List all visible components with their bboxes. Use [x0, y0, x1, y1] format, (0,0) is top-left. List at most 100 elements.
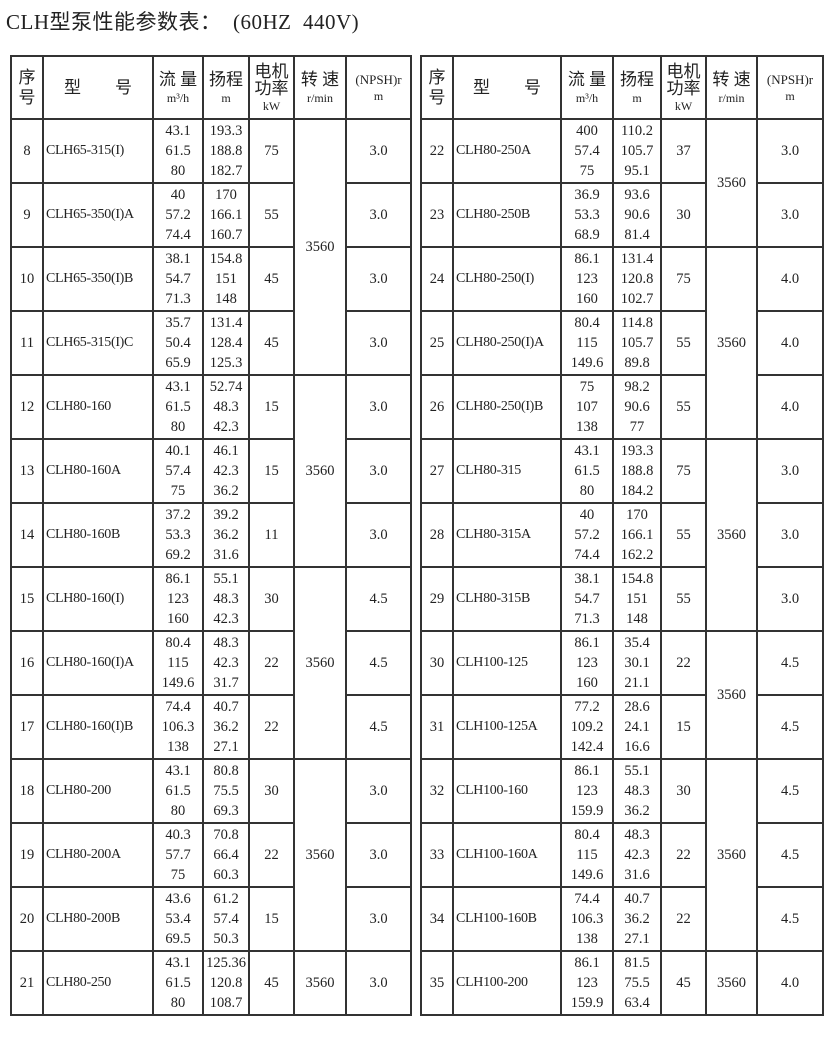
head-value: 90.6 [624, 399, 650, 415]
flow-value: 149.6 [570, 355, 604, 371]
flow-value: 35.7 [165, 315, 191, 331]
header-no-label: 序号 [18, 67, 36, 107]
table-row: 35 CLH100-200 86.1 123 159.9 81.5 75.5 63.4 45 35… [420, 950, 824, 1016]
flow-value: 43.1 [165, 763, 191, 779]
header-flow: 流 量 m³/h [152, 55, 204, 120]
flow-value: 40.3 [165, 827, 191, 843]
flow-value: 40 [579, 507, 595, 523]
flow-value: 80.4 [165, 635, 191, 651]
model-name: CLH80-250 [42, 950, 154, 1016]
head-value: 36.2 [624, 803, 650, 819]
model-name: CLH80-315A [452, 502, 562, 568]
table-row: 30 CLH100-125 86.1 123 160 35.4 30.1 21.1 22 3560… [420, 630, 824, 760]
flow-value: 43.1 [574, 443, 600, 459]
flow-value: 149.6 [161, 675, 195, 691]
flow-value: 74.4 [165, 227, 191, 243]
table-row: 25 CLH80-250(I)A 80.4 115 149.6 114.8 105.7 89.… [420, 310, 824, 376]
head-values: 55.1 48.3 42.3 [202, 566, 250, 632]
header-speed: 转 速 r/min [293, 55, 347, 120]
header-power: 电机功率 kW [248, 55, 295, 120]
table-row: 34 CLH100-160B 74.4 106.3 138 40.7 36.2 27.1 22 4… [420, 886, 824, 952]
flow-value: 80 [170, 163, 186, 179]
table-row: 14 CLH80-160B 37.2 53.3 69.2 39.2 36.2 31.6 11 3.… [10, 502, 412, 568]
model-name: CLH65-350(I)A [42, 182, 154, 248]
head-value: 52.74 [209, 379, 243, 395]
model-name: CLH80-250A [452, 118, 562, 184]
npsh-value: 3.0 [345, 758, 412, 824]
table-row: 23 CLH80-250B 36.9 53.3 68.9 93.6 90.6 81.4 30 3.… [420, 182, 824, 248]
flow-value: 159.9 [570, 803, 604, 819]
head-value: 27.1 [213, 739, 239, 755]
table-row: 33 CLH100-160A 80.4 115 149.6 48.3 42.3 31.6 22 4… [420, 822, 824, 888]
header-flow-label: 流 量 [158, 69, 198, 89]
motor-power: 45 [248, 950, 295, 1016]
motor-power: 45 [660, 950, 707, 1016]
flow-value: 123 [576, 975, 598, 991]
speed-value: 3560 [293, 950, 347, 1016]
table-row: 8 CLH65-315(I) 43.1 61.5 80 193.3 188.8 182.7 75… [10, 118, 412, 376]
head-value: 110.2 [620, 123, 654, 139]
motor-power: 55 [660, 374, 707, 440]
head-value: 184.2 [620, 483, 654, 499]
npsh-value: 4.0 [756, 310, 824, 376]
table-body: 22 CLH80-250A 400 57.4 75 110.2 105.7 95.1 37 356… [420, 118, 824, 1016]
row-number: 29 [420, 566, 454, 632]
flow-value: 142.4 [570, 739, 604, 755]
flow-values: 86.1 123 159.9 [560, 758, 614, 824]
head-values: 81.5 75.5 63.4 [612, 950, 662, 1016]
flow-value: 86.1 [574, 955, 600, 971]
npsh-value: 4.0 [756, 246, 824, 312]
speed-value: 3560 [293, 566, 347, 760]
table-row: 22 CLH80-250A 400 57.4 75 110.2 105.7 95.1 37 356… [420, 118, 824, 248]
model-name: CLH80-315B [452, 566, 562, 632]
flow-value: 80.4 [574, 827, 600, 843]
motor-power: 22 [660, 886, 707, 952]
head-value: 131.4 [620, 251, 654, 267]
flow-value: 53.4 [165, 911, 191, 927]
row-number: 28 [420, 502, 454, 568]
head-values: 80.8 75.5 69.3 [202, 758, 250, 824]
row-number: 17 [10, 694, 44, 760]
head-value: 128.4 [209, 335, 243, 351]
flow-value: 61.5 [165, 975, 191, 991]
flow-value: 106.3 [161, 719, 195, 735]
row-number: 32 [420, 758, 454, 824]
header-flow: 流 量 m³/h [560, 55, 614, 120]
flow-value: 43.1 [165, 379, 191, 395]
npsh-value: 4.5 [756, 694, 824, 760]
motor-power: 22 [660, 822, 707, 888]
model-name: CLH80-250(I)A [452, 310, 562, 376]
head-value: 69.3 [213, 803, 239, 819]
head-values: 28.6 24.1 16.6 [612, 694, 662, 760]
npsh-value: 4.5 [345, 630, 412, 696]
flow-value: 74.4 [574, 547, 600, 563]
header-head-label: 扬程 [620, 69, 654, 89]
model-name: CLH80-160 [42, 374, 154, 440]
head-value: 170 [215, 187, 237, 203]
flow-value: 80.4 [574, 315, 600, 331]
npsh-value: 3.0 [345, 438, 412, 504]
header-head-unit: m [632, 90, 642, 105]
row-number: 19 [10, 822, 44, 888]
flow-value: 123 [576, 655, 598, 671]
row-number: 27 [420, 438, 454, 504]
head-value: 70.8 [213, 827, 239, 843]
npsh-value: 3.0 [756, 118, 824, 184]
flow-value: 115 [167, 655, 189, 671]
row-number: 31 [420, 694, 454, 760]
npsh-value: 3.0 [345, 950, 412, 1016]
document-title: CLH型泵性能参数表： (60HZ 440V) [6, 10, 360, 34]
head-value: 21.1 [624, 675, 650, 691]
model-name: CLH80-160A [42, 438, 154, 504]
flow-value: 160 [167, 611, 189, 627]
flow-values: 43.1 61.5 80 [152, 950, 204, 1016]
row-number: 18 [10, 758, 44, 824]
motor-power: 30 [660, 758, 707, 824]
table-row: 12 CLH80-160 43.1 61.5 80 52.74 48.3 42.3 15 3560… [10, 374, 412, 568]
flow-values: 86.1 123 160 [560, 630, 614, 696]
pump-table-left: 序号型 号流 量 m³/h 扬程 m 电机功率 kW 转 速 r/min (NPSH)r m 8 CL… [10, 55, 412, 1016]
motor-power: 30 [248, 758, 295, 824]
flow-values: 40.1 57.4 75 [152, 438, 204, 504]
flow-value: 400 [576, 123, 598, 139]
flow-value: 160 [576, 291, 598, 307]
